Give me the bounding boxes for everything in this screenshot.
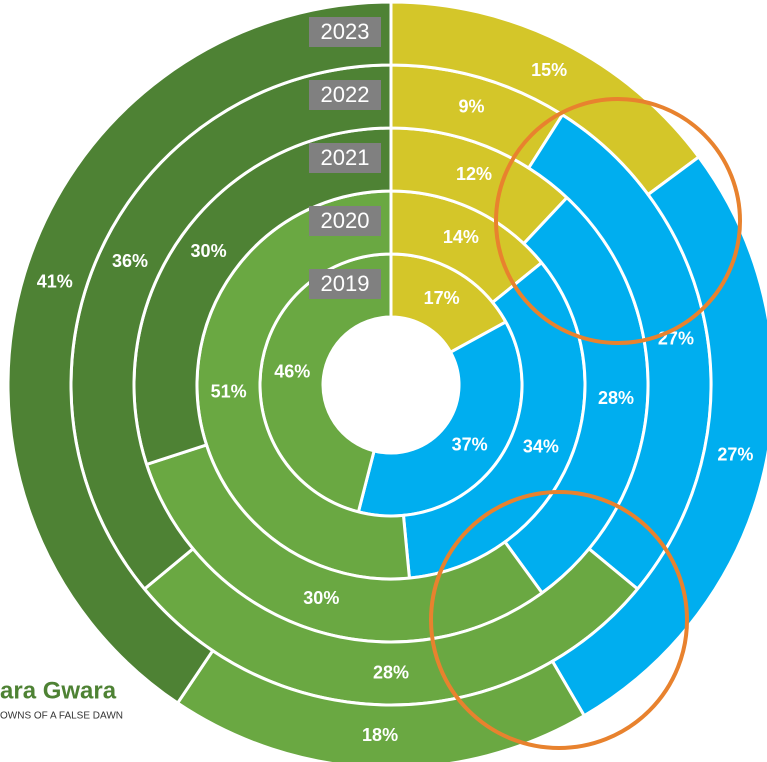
year-label: 2019 — [321, 271, 370, 296]
year-label: 2023 — [321, 19, 370, 44]
value-label: 18% — [362, 725, 398, 745]
year-label-bg — [309, 80, 381, 110]
value-label: 28% — [598, 388, 634, 408]
year-label-bg — [309, 143, 381, 173]
value-label: 30% — [303, 588, 339, 608]
value-label: 14% — [443, 227, 479, 247]
year-label: 2021 — [321, 145, 370, 170]
highlight-circle — [494, 97, 742, 345]
value-label: 9% — [458, 97, 484, 117]
ring-segment — [6, 0, 393, 706]
value-label: 41% — [37, 271, 73, 291]
value-label: 34% — [523, 437, 559, 457]
value-label: 46% — [274, 361, 310, 381]
year-label: 2022 — [321, 82, 370, 107]
year-label-bg — [309, 269, 381, 299]
value-label: 17% — [424, 288, 460, 308]
value-label: 15% — [531, 60, 567, 80]
value-label: 28% — [373, 662, 409, 682]
value-label: 51% — [211, 381, 247, 401]
rings — [6, 0, 767, 762]
value-label: 12% — [456, 164, 492, 184]
labels: 17% 37% 46% 2019 14% 34% 51% 2020 12% 28% 30% 30% 20… — [37, 17, 753, 745]
logo-subtitle: OWNS OF A FALSE DAWN — [0, 711, 123, 722]
year-label: 2020 — [321, 208, 370, 233]
value-label: 36% — [112, 251, 148, 271]
highlight-circle — [429, 490, 689, 750]
logo-title: ara Gwara — [0, 677, 117, 704]
value-label: 27% — [658, 329, 694, 349]
value-label: 37% — [452, 435, 488, 455]
year-label-bg — [309, 206, 381, 236]
value-label: 27% — [717, 444, 753, 464]
year-label-bg — [309, 17, 381, 47]
value-label: 30% — [191, 241, 227, 261]
